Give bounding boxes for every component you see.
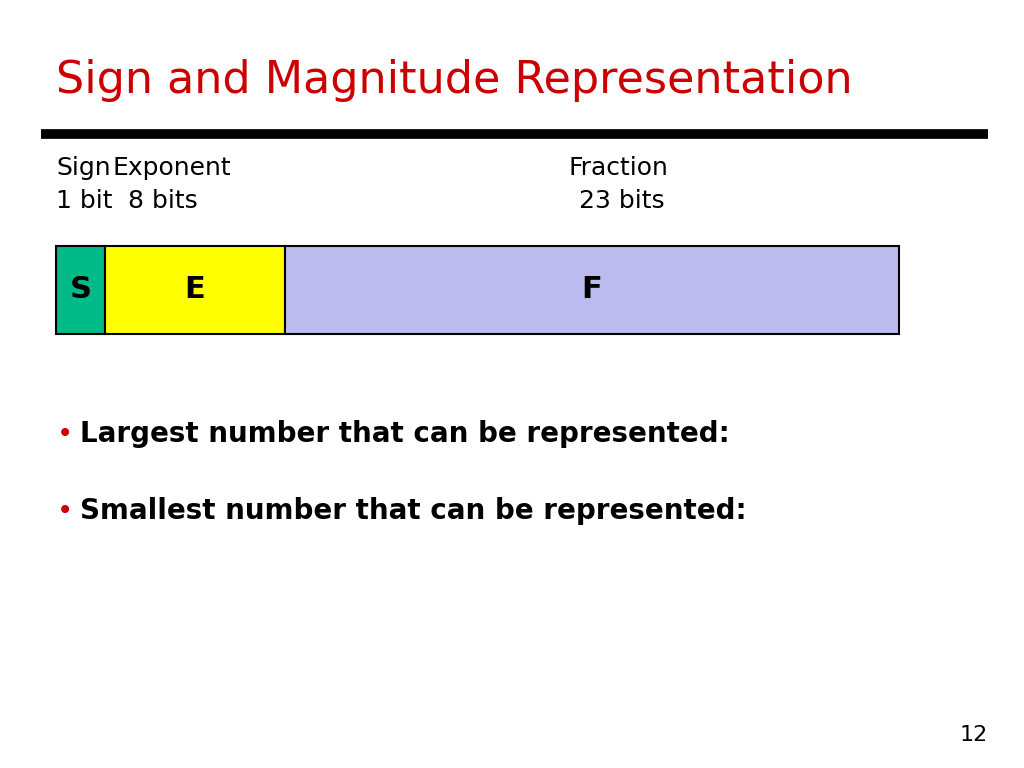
Text: •: • — [56, 420, 73, 448]
Text: Sign: Sign — [56, 157, 111, 180]
Text: E: E — [184, 276, 206, 304]
Text: Fraction: Fraction — [568, 157, 669, 180]
Text: 8 bits: 8 bits — [128, 189, 198, 213]
Text: Smallest number that can be represented:: Smallest number that can be represented: — [80, 497, 746, 525]
Text: 1 bit: 1 bit — [56, 189, 113, 213]
Text: F: F — [582, 276, 602, 304]
Text: Largest number that can be represented:: Largest number that can be represented: — [80, 420, 730, 448]
Text: S: S — [70, 276, 92, 304]
Text: •: • — [56, 497, 73, 525]
Text: 23 bits: 23 bits — [579, 189, 665, 213]
Text: Exponent: Exponent — [113, 157, 231, 180]
Bar — [285, 246, 899, 334]
Text: 12: 12 — [959, 725, 988, 745]
Bar — [105, 246, 285, 334]
Text: Sign and Magnitude Representation: Sign and Magnitude Representation — [56, 59, 853, 102]
Bar — [56, 246, 105, 334]
